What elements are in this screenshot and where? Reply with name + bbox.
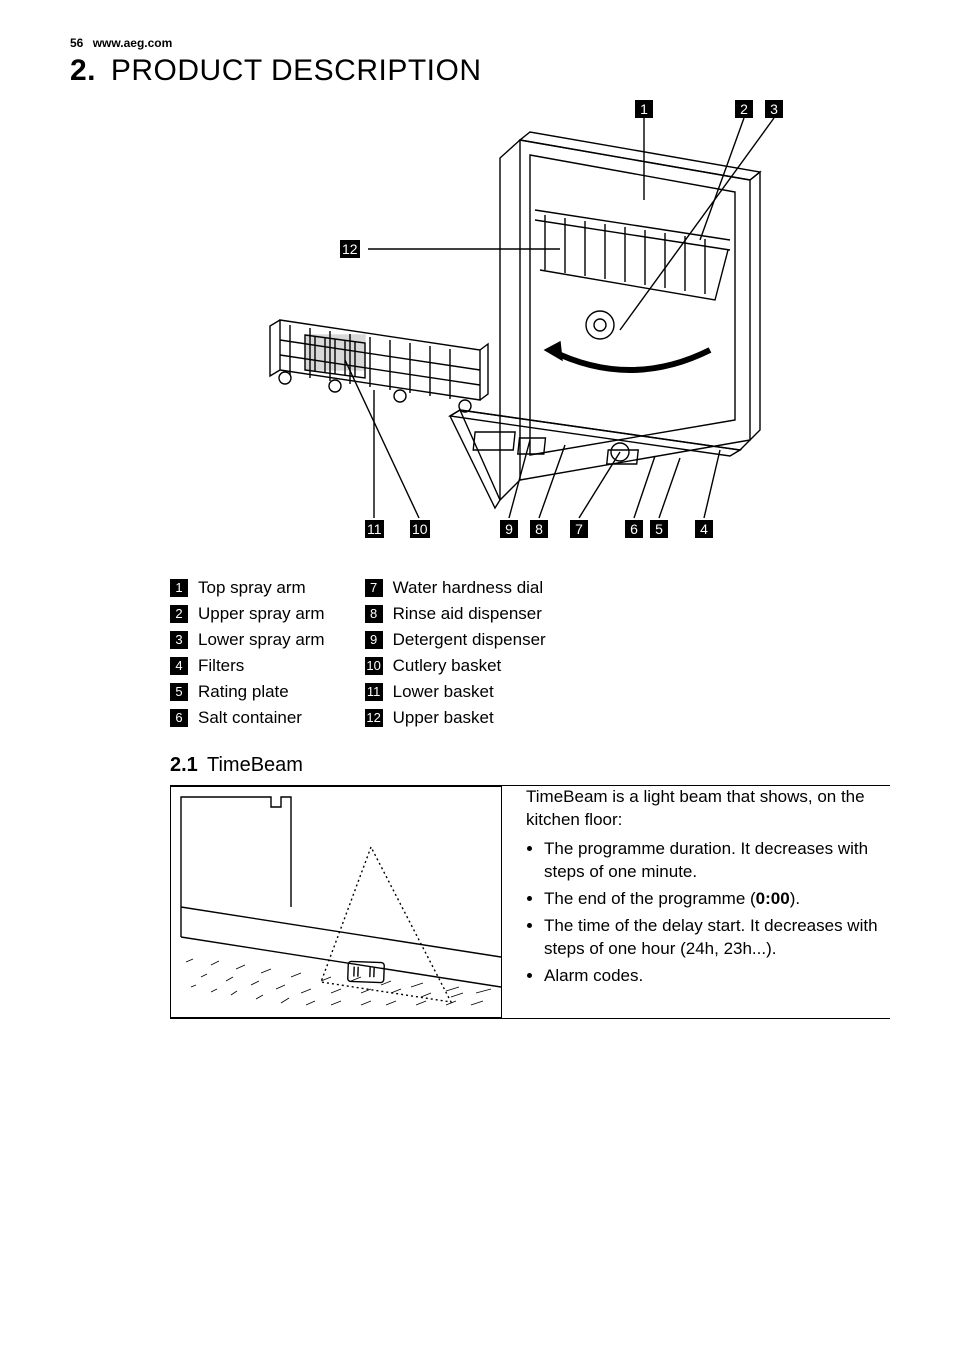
section-heading: 2. PRODUCT DESCRIPTION [70,54,884,88]
legend-item-6: 6 Salt container [170,708,325,728]
legend-number: 8 [365,605,383,623]
timebeam-bullet-list: The programme duration. It decreases wit… [526,838,884,988]
legend-item-8: 8 Rinse aid dispenser [365,604,546,624]
legend-number: 7 [365,579,383,597]
legend-item-7: 7 Water hardness dial [365,578,546,598]
legend-item-3: 3 Lower spray arm [170,630,325,650]
legend-number: 9 [365,631,383,649]
legend-number: 3 [170,631,188,649]
site-url: www.aeg.com [93,36,173,50]
subsection-title: TimeBeam [207,754,303,776]
subsection-number: 2.1 [170,754,198,776]
timebeam-bullet: The programme duration. It decreases wit… [544,838,884,884]
manual-page: 56 www.aeg.com 2. PRODUCT DESCRIPTION [0,0,954,1352]
legend-label: Lower basket [393,682,494,702]
timebeam-text: TimeBeam is a light beam that shows, on … [526,786,884,992]
callout-2: 2 [735,100,753,118]
legend-label: Filters [198,656,244,676]
legend-label: Upper spray arm [198,604,325,624]
dishwasher-illustration [100,100,860,560]
legend-number: 10 [365,657,383,675]
legend-item-1: 1 Top spray arm [170,578,325,598]
product-diagram: 123121110987654 [100,100,860,560]
legend-item-10: 10 Cutlery basket [365,656,546,676]
legend-label: Lower spray arm [198,630,325,650]
timebeam-figure [170,786,502,1018]
legend-item-12: 12 Upper basket [365,708,546,728]
callout-5: 5 [650,520,668,538]
timebeam-block: TimeBeam is a light beam that shows, on … [170,786,884,1018]
subsection-heading: 2.1 TimeBeam [170,754,884,777]
legend-label: Rinse aid dispenser [393,604,542,624]
timebeam-bullet: Alarm codes. [544,965,884,988]
legend-number: 4 [170,657,188,675]
callout-3: 3 [765,100,783,118]
section-title-text: PRODUCT DESCRIPTION [111,54,482,87]
section-number: 2. [70,54,96,87]
legend-column-2: 7 Water hardness dial 8 Rinse aid dispenser… [365,578,546,728]
legend-label: Upper basket [393,708,494,728]
legend-number: 1 [170,579,188,597]
legend-number: 11 [365,683,383,701]
legend-number: 6 [170,709,188,727]
page-number: 56 [70,36,83,50]
legend-label: Top spray arm [198,578,306,598]
callout-6: 6 [625,520,643,538]
page-header: 56 www.aeg.com [70,36,884,50]
legend-label: Detergent dispenser [393,630,546,650]
legend-number: 12 [365,709,383,727]
legend-item-5: 5 Rating plate [170,682,325,702]
callout-11: 11 [365,520,384,538]
legend-label: Cutlery basket [393,656,502,676]
legend-item-4: 4 Filters [170,656,325,676]
legend-label: Rating plate [198,682,289,702]
callout-4: 4 [695,520,713,538]
timebeam-intro: TimeBeam is a light beam that shows, on … [526,786,884,832]
parts-legend: 1 Top spray arm 2 Upper spray arm 3 Lower spr… [170,578,884,728]
legend-column-1: 1 Top spray arm 2 Upper spray arm 3 Lower spr… [170,578,325,728]
legend-item-2: 2 Upper spray arm [170,604,325,624]
legend-label: Water hardness dial [393,578,544,598]
legend-label: Salt container [198,708,302,728]
callout-10: 10 [410,520,430,538]
legend-item-11: 11 Lower basket [365,682,546,702]
divider [170,1018,890,1019]
callout-7: 7 [570,520,588,538]
timebeam-bullet: The time of the delay start. It decrease… [544,915,884,961]
legend-item-9: 9 Detergent dispenser [365,630,546,650]
timebeam-illustration [171,787,501,1017]
callout-12: 12 [340,240,360,258]
callout-9: 9 [500,520,518,538]
callout-1: 1 [635,100,653,118]
callout-8: 8 [530,520,548,538]
timebeam-bullet: The end of the programme (0:00). [544,888,884,911]
legend-number: 5 [170,683,188,701]
legend-number: 2 [170,605,188,623]
